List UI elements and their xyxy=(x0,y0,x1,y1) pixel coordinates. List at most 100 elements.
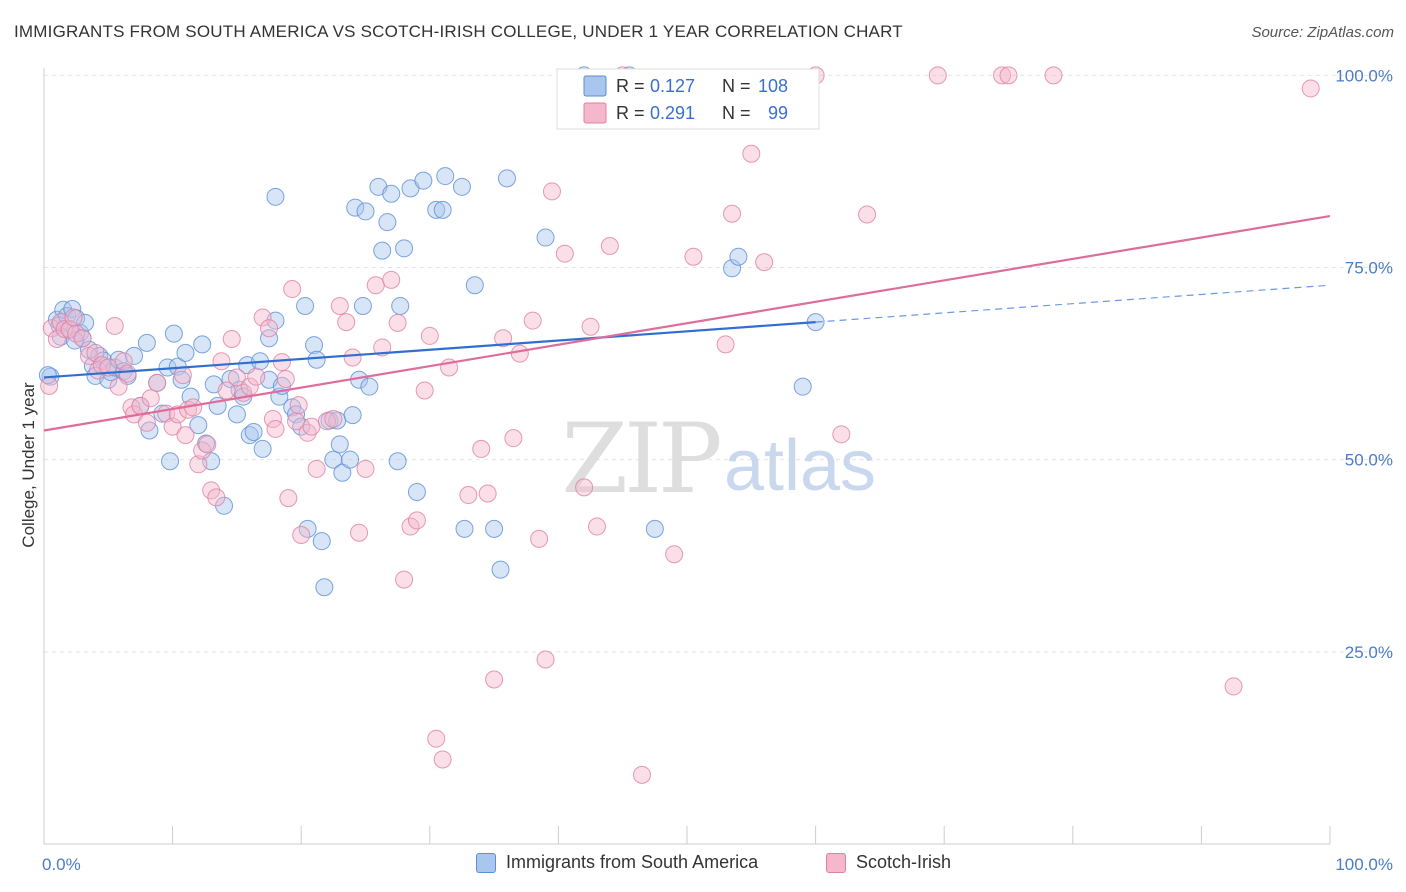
point-scotch-irish xyxy=(272,353,291,372)
point-scotch-irish xyxy=(253,308,272,327)
stat-r-value-blue: 0.127 xyxy=(650,76,695,96)
point-scotch-irish xyxy=(212,352,231,371)
point-scotch-irish xyxy=(227,368,246,387)
point-scotch-irish xyxy=(928,66,947,85)
legend-item-immigrants: Immigrants from South America xyxy=(476,852,758,873)
point-scotch-irish xyxy=(47,330,66,349)
point-scotch-irish xyxy=(755,253,774,272)
point-scotch-irish xyxy=(260,319,279,338)
point-scotch-irish xyxy=(307,459,326,478)
point-immigrants xyxy=(296,296,315,315)
point-immigrants xyxy=(315,578,334,597)
y-axis-label: College, Under 1 year xyxy=(19,382,38,548)
point-immigrants xyxy=(382,184,401,203)
point-immigrants xyxy=(497,169,516,188)
legend-swatch-pink xyxy=(583,102,607,124)
point-scotch-irish xyxy=(283,280,302,299)
stat-r-label-pink: R = xyxy=(616,103,645,123)
point-immigrants xyxy=(645,519,664,538)
point-immigrants xyxy=(307,350,326,369)
y-tick-labels: 25.0% 50.0% 75.0% 100.0% xyxy=(1335,66,1393,661)
point-scotch-irish xyxy=(207,488,226,507)
point-scotch-irish xyxy=(472,439,491,458)
point-immigrants xyxy=(161,452,180,471)
point-immigrants xyxy=(341,450,360,469)
point-scotch-irish xyxy=(427,729,446,748)
point-scotch-irish xyxy=(723,204,742,223)
point-scotch-irish xyxy=(542,182,561,201)
point-scotch-irish xyxy=(581,317,600,336)
point-scotch-irish xyxy=(575,478,594,497)
point-scotch-irish xyxy=(832,425,851,444)
point-scotch-irish xyxy=(189,455,208,474)
point-scotch-irish xyxy=(536,650,555,669)
trend-lines xyxy=(43,214,1331,432)
point-immigrants xyxy=(391,296,410,315)
point-scotch-irish xyxy=(350,523,369,542)
point-scotch-irish xyxy=(459,486,478,505)
series-scotch-irish xyxy=(40,66,1320,784)
point-scotch-irish xyxy=(137,413,156,432)
stat-n-label-pink: N = xyxy=(722,103,751,123)
point-immigrants xyxy=(485,519,504,538)
y-tick-label: 50.0% xyxy=(1345,451,1393,470)
point-scotch-irish xyxy=(222,330,241,349)
legend-label-immigrants: Immigrants from South America xyxy=(506,852,759,872)
point-immigrants xyxy=(189,416,208,435)
point-scotch-irish xyxy=(600,237,619,256)
point-immigrants xyxy=(536,228,555,247)
point-immigrants xyxy=(137,333,156,352)
point-scotch-irish xyxy=(1044,66,1063,85)
point-immigrants xyxy=(427,200,446,219)
point-scotch-irish xyxy=(420,326,439,345)
point-scotch-irish xyxy=(148,373,167,392)
stat-r-value-pink: 0.291 xyxy=(650,103,695,123)
trend-line-immigrants xyxy=(43,321,816,379)
point-immigrants xyxy=(360,377,379,396)
point-scotch-irish xyxy=(510,344,529,363)
point-scotch-irish xyxy=(173,366,192,385)
point-immigrants xyxy=(793,377,812,396)
point-scotch-irish xyxy=(247,367,266,386)
point-scotch-irish xyxy=(555,244,574,263)
point-immigrants xyxy=(729,247,748,266)
watermark-zip: ZIP xyxy=(561,403,720,515)
point-scotch-irish xyxy=(40,376,59,395)
point-immigrants xyxy=(452,177,471,196)
point-scotch-irish xyxy=(176,426,195,445)
point-scotch-irish xyxy=(999,66,1018,85)
point-scotch-irish xyxy=(302,417,321,436)
point-scotch-irish xyxy=(742,144,761,163)
trend-line-scotch-irish xyxy=(43,214,1331,432)
point-scotch-irish xyxy=(407,511,426,530)
point-scotch-irish xyxy=(141,389,160,408)
watermark-atlas: atlas xyxy=(724,426,876,506)
bottom-legend: Immigrants from South America Scotch-Iri… xyxy=(0,852,1406,878)
point-scotch-irish xyxy=(292,526,311,545)
point-scotch-irish xyxy=(279,489,298,508)
point-scotch-irish xyxy=(993,66,1012,85)
point-scotch-irish xyxy=(684,247,703,266)
point-scotch-irish xyxy=(716,335,735,354)
legend-item-scotch-irish: Scotch-Irish xyxy=(826,852,951,873)
y-tick-label: 75.0% xyxy=(1345,259,1393,278)
point-immigrants xyxy=(465,276,484,295)
point-immigrants xyxy=(260,329,279,348)
point-scotch-irish xyxy=(343,348,362,367)
point-scotch-irish xyxy=(168,405,187,424)
point-scotch-irish xyxy=(42,319,61,338)
point-scotch-irish xyxy=(858,205,877,224)
point-scotch-irish xyxy=(395,570,414,589)
x-tick-label: 100.0% xyxy=(1335,855,1393,874)
point-immigrants xyxy=(455,519,474,538)
grid xyxy=(44,74,1390,653)
stats-legend: R = 0.127 N = 108 R = 0.291 N = 99 xyxy=(556,68,820,130)
point-scotch-irish xyxy=(415,381,434,400)
legend-label-scotch-irish: Scotch-Irish xyxy=(856,852,952,872)
point-scotch-irish xyxy=(73,329,92,348)
point-scotch-irish xyxy=(382,270,401,289)
point-immigrants xyxy=(433,200,452,219)
point-scotch-irish xyxy=(587,517,606,536)
watermark: ZIP atlas xyxy=(561,403,876,515)
